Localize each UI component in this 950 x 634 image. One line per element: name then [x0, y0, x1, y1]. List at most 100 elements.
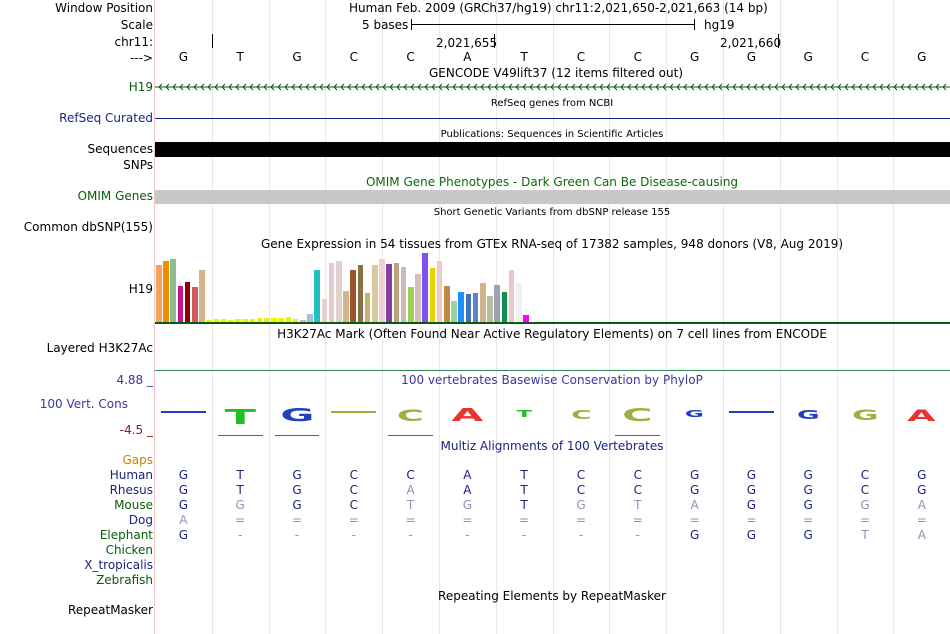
refseq-curated-line[interactable] [155, 118, 950, 119]
gtex-bar-chart[interactable] [155, 252, 950, 323]
alignment-base: A [179, 513, 188, 527]
gtex-tissue-bar[interactable] [422, 253, 428, 322]
label-gtex-h19[interactable]: H19 [128, 282, 153, 296]
gtex-tissue-bar[interactable] [307, 314, 313, 322]
gtex-tissue-bar[interactable] [264, 318, 270, 322]
base-letter: G [292, 50, 302, 64]
gtex-tissue-bar[interactable] [220, 319, 227, 322]
gtex-tissue-bar[interactable] [300, 320, 306, 322]
label-omim-genes[interactable]: OMIM Genes [77, 189, 153, 203]
label-vert-cons[interactable]: 100 Vert. Cons [39, 397, 128, 411]
gtex-tissue-bar[interactable] [285, 317, 292, 322]
sequences-bar[interactable] [155, 142, 950, 157]
gtex-tissue-bar[interactable] [516, 283, 522, 322]
gtex-tissue-bar[interactable] [292, 319, 299, 322]
dbsnp-track-title[interactable]: Short Genetic Variants from dbSNP releas… [433, 207, 671, 218]
gtex-tissue-bar[interactable] [256, 318, 263, 322]
gtex-tissue-bar[interactable] [199, 270, 205, 322]
gtex-tissue-bar[interactable] [192, 287, 198, 322]
label-chr: chr11: [114, 35, 153, 49]
gtex-tissue-bar[interactable] [393, 263, 400, 322]
gtex-tissue-bar[interactable] [408, 287, 414, 322]
gtex-tissue-bar[interactable] [472, 293, 479, 322]
gtex-tissue-bar[interactable] [429, 268, 436, 322]
label-snps[interactable]: SNPs [123, 158, 153, 172]
phylop-track-title[interactable]: 100 vertebrates Basewise Conservation by… [401, 373, 703, 387]
gtex-tissue-bar[interactable] [328, 263, 335, 322]
gtex-tissue-bar[interactable] [177, 286, 184, 322]
gtex-tissue-bar[interactable] [249, 319, 256, 322]
strand-chevron [802, 83, 807, 91]
strand-chevron [914, 83, 919, 91]
strand-chevron [641, 83, 646, 91]
gtex-tissue-bar[interactable] [523, 315, 529, 322]
label-sequences[interactable]: Sequences [87, 142, 153, 156]
gtex-tissue-bar[interactable] [228, 320, 234, 322]
gtex-tissue-bar[interactable] [336, 261, 342, 322]
gtex-tissue-bar[interactable] [213, 319, 220, 322]
strand-chevron [494, 83, 499, 91]
label-common-dbsnp[interactable]: Common dbSNP(155) [23, 220, 153, 234]
alignment-base: G [178, 498, 189, 512]
label-repeatmasker[interactable]: RepeatMasker [67, 603, 153, 617]
gtex-tissue-bar[interactable] [364, 293, 371, 322]
base-letter: G [178, 50, 189, 64]
multiz-track-title[interactable]: Multiz Alignments of 100 Vertebrates [440, 439, 664, 453]
alignment-base: G [689, 528, 700, 542]
gtex-tissue-bar[interactable] [494, 285, 500, 322]
gtex-tissue-bar[interactable] [444, 286, 450, 322]
gtex-tissue-bar[interactable] [508, 270, 515, 322]
refseq-track-title[interactable]: RefSeq genes from NCBI [490, 98, 614, 109]
gtex-tissue-bar[interactable] [343, 291, 349, 322]
gtex-tissue-bar[interactable] [400, 267, 407, 322]
gtex-tissue-bar[interactable] [451, 301, 457, 322]
strand-chevron [452, 83, 457, 91]
omim-gene-bar[interactable] [155, 190, 950, 204]
strand-chevron [788, 83, 793, 91]
gencode-track-title[interactable]: GENCODE V49lift37 (12 items filtered out… [429, 66, 684, 80]
gtex-tissue-bar[interactable] [487, 296, 493, 322]
strand-chevron [403, 83, 408, 91]
gtex-tissue-bar[interactable] [156, 265, 162, 322]
gtex-tissue-bar[interactable] [271, 318, 277, 322]
gtex-tissue-bar[interactable] [379, 259, 385, 322]
gtex-tissue-bar[interactable] [184, 282, 191, 322]
gtex-tissue-bar[interactable] [206, 320, 212, 322]
gtex-tissue-bar[interactable] [458, 292, 464, 322]
label-scale: Scale [120, 18, 153, 32]
gtex-tissue-bar[interactable] [350, 270, 356, 322]
gtex-tissue-bar[interactable] [235, 319, 241, 322]
strand-chevron [186, 83, 191, 91]
alignment-base: G [917, 468, 927, 482]
gtex-tissue-bar[interactable] [242, 319, 248, 322]
gtex-tissue-bar[interactable] [386, 264, 392, 322]
alignment-base: T [520, 468, 528, 482]
repeatmasker-track-title[interactable]: Repeating Elements by RepeatMasker [438, 589, 666, 603]
strand-chevron [263, 83, 268, 91]
alignment-base: G [292, 498, 302, 512]
label-layered-h3k27ac[interactable]: Layered H3K27Ac [46, 341, 153, 355]
gtex-tissue-bar[interactable] [163, 261, 169, 322]
h3k27ac-track-title[interactable]: H3K27Ac Mark (Often Found Near Active Re… [277, 327, 827, 341]
strand-chevron [865, 83, 870, 91]
strand-chevron [753, 83, 758, 91]
omim-track-title[interactable]: OMIM Gene Phenotypes - Dark Green Can Be… [365, 175, 739, 189]
gtex-tissue-bar[interactable] [278, 318, 284, 322]
gtex-track-title[interactable]: Gene Expression in 54 tissues from GTEx … [260, 237, 844, 251]
gtex-tissue-bar[interactable] [501, 292, 508, 322]
label-refseq-curated[interactable]: RefSeq Curated [59, 111, 153, 125]
label-h19-gene[interactable]: H19 [128, 80, 153, 94]
alignment-base: G [746, 498, 757, 512]
gtex-tissue-bar[interactable] [170, 259, 176, 322]
gtex-tissue-bar[interactable] [465, 294, 472, 322]
publications-track-title[interactable]: Publications: Sequences in Scientific Ar… [440, 129, 664, 140]
h19-gene-track[interactable] [155, 82, 950, 92]
conservation-logo [729, 411, 774, 413]
gtex-tissue-bar[interactable] [372, 265, 378, 322]
gtex-tissue-bar[interactable] [357, 265, 364, 322]
gtex-tissue-bar[interactable] [480, 283, 486, 322]
gtex-tissue-bar[interactable] [415, 274, 421, 322]
gtex-tissue-bar[interactable] [321, 299, 328, 322]
gtex-tissue-bar[interactable] [314, 270, 320, 322]
gtex-tissue-bar[interactable] [436, 261, 443, 322]
